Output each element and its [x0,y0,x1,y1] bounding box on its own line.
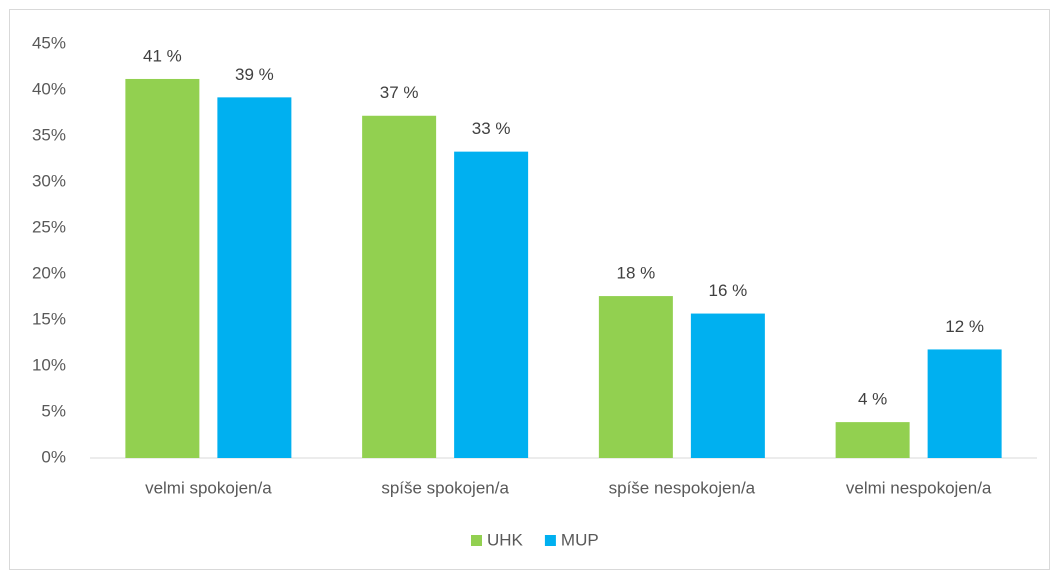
x-tick-label: velmi spokojen/a [145,478,272,497]
value-label: 39 % [235,65,274,84]
value-label: 41 % [143,46,182,65]
y-tick-label: 35% [32,125,66,144]
legend-swatch [471,535,482,546]
bar [598,296,673,458]
y-tick-label: 25% [32,217,66,236]
x-tick-label: velmi nespokojen/a [846,478,992,497]
y-tick-label: 5% [41,401,66,420]
x-tick-label: spíše nespokojen/a [609,478,756,497]
bar [454,151,529,458]
legend-label: UHK [487,530,524,549]
legend-swatch [544,535,556,546]
y-tick-label: 45% [32,33,66,52]
bar [125,78,200,459]
y-tick-label: 20% [32,263,66,282]
bar [835,422,910,458]
value-label: 33 % [472,119,511,138]
bar [927,349,1002,458]
y-tick-label: 40% [32,79,66,98]
value-label: 16 % [709,281,748,300]
bar [362,115,437,458]
value-label: 18 % [617,264,656,283]
y-tick-label: 10% [32,355,66,374]
y-tick-label: 15% [32,309,66,328]
y-tick-label: 30% [32,171,66,190]
value-label: 12 % [945,317,984,336]
value-label: 37 % [380,83,419,102]
bar [690,313,765,458]
y-tick-label: 0% [41,447,66,466]
bar [217,97,292,459]
x-tick-label: spíše spokojen/a [381,478,509,497]
legend-label: MUP [561,530,599,549]
value-label: 4 % [858,390,887,409]
